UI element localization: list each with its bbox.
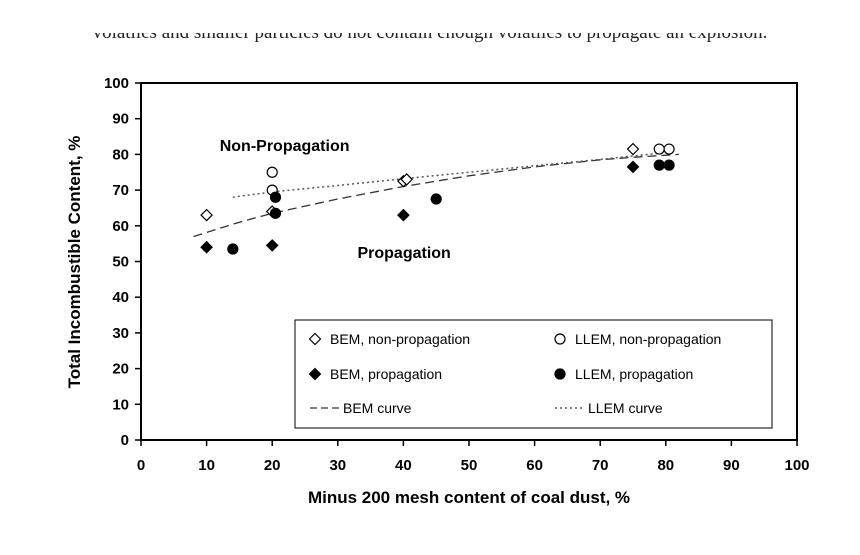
llem-propagation-point (269, 191, 282, 203)
y-tick-label: 60 (112, 218, 129, 235)
legend-swatch-llem-non-propagation (554, 333, 566, 345)
y-tick-label: 30 (112, 325, 129, 342)
bem-non-propagation-point (626, 142, 640, 156)
annotation-non-propagation: Non-Propagation (220, 138, 350, 155)
legend-label-bem-non-propagation: BEM, non-propagation (330, 331, 470, 347)
legend-swatch-bem-propagation (308, 367, 322, 381)
llem-propagation-point (653, 159, 665, 171)
y-tick-label: 40 (112, 289, 129, 306)
llem-non-propagation-point (653, 143, 665, 155)
legend: BEM, non-propagation LLEM, non-propagatio… (294, 319, 773, 429)
bem-propagation-point (265, 239, 279, 252)
x-tick-label: 100 (784, 457, 809, 474)
llem-propagation-point (430, 193, 442, 205)
legend-label-llem-propagation: LLEM, propagation (575, 366, 693, 382)
legend-label-llem-curve: LLEM curve (588, 400, 663, 416)
legend-box (294, 319, 773, 429)
legend-label-llem-non-propagation: LLEM, non-propagation (575, 331, 721, 347)
bem-propagation-point (397, 208, 410, 222)
annotation-propagation: Propagation (357, 245, 450, 262)
legend-label-bem-curve: BEM curve (343, 400, 412, 416)
bem-non-propagation-point (400, 173, 414, 186)
llem-propagation-point (227, 243, 239, 255)
bem-non-propagation-point (200, 208, 213, 222)
bem-propagation-point (626, 160, 640, 174)
llem-non-propagation-point (266, 166, 278, 178)
x-tick-label: 10 (198, 457, 215, 474)
x-tick-label: 80 (657, 457, 674, 474)
x-tick-label: 90 (723, 457, 740, 474)
y-tick-label: 90 (112, 111, 129, 128)
bem-propagation-point (200, 240, 213, 254)
x-tick-label: 20 (264, 457, 281, 474)
x-tick-label: 30 (329, 457, 346, 474)
x-tick-label: 70 (592, 457, 609, 474)
y-tick-label: 70 (112, 182, 129, 199)
llem-propagation-point (663, 159, 675, 171)
x-tick-label: 40 (395, 457, 412, 474)
y-tick-label: 0 (121, 432, 129, 449)
x-tick-label: 50 (461, 457, 478, 474)
llem-propagation-point (269, 207, 282, 219)
llem-non-propagation-point (663, 143, 675, 155)
y-tick-label: 100 (104, 75, 129, 92)
legend-swatch-bem-non-propagation (308, 332, 322, 346)
y-tick-label: 50 (112, 254, 129, 271)
x-axis-label: Minus 200 mesh content of coal dust, % (308, 488, 630, 507)
legend-label-bem-propagation: BEM, propagation (330, 366, 442, 382)
x-tick-label: 0 (137, 457, 145, 474)
x-tick-label: 60 (526, 457, 543, 474)
llem-curve-line (232, 151, 666, 198)
y-axis-label: Total Incombustible Content, % (65, 136, 84, 389)
y-tick-label: 80 (112, 146, 129, 163)
legend-swatch-llem-propagation (554, 368, 566, 380)
y-tick-label: 20 (112, 361, 129, 378)
figure-caption: volatiles and smaller particles do not c… (92, 22, 768, 43)
y-tick-label: 10 (112, 396, 129, 413)
